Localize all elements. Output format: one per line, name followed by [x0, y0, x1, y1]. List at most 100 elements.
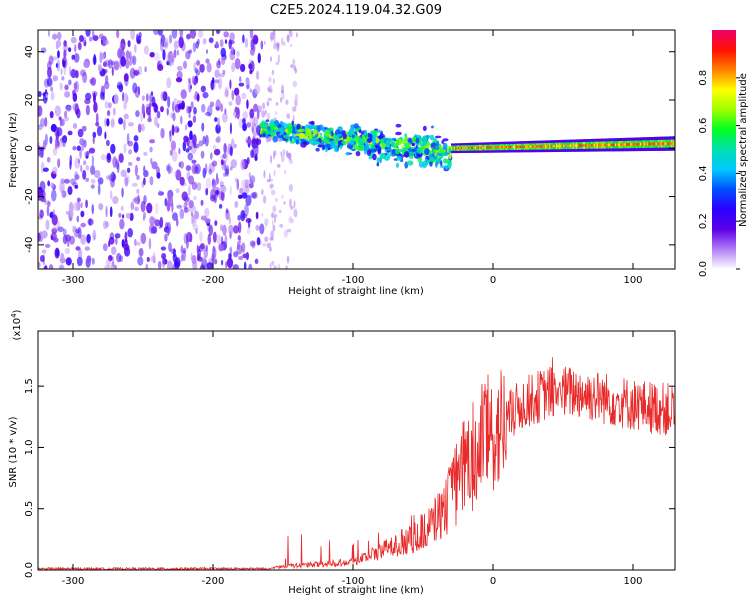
- spectral-blob: [391, 137, 397, 141]
- spectral-blob: [69, 209, 74, 218]
- spectral-blob: [104, 264, 111, 269]
- spectral-blob: [422, 141, 427, 146]
- spectral-blob: [209, 101, 215, 108]
- spectral-blob: [127, 140, 134, 147]
- spectral-blob: [108, 174, 112, 182]
- spectral-blob: [145, 93, 149, 102]
- spectral-blob: [249, 175, 256, 184]
- y-tick-label: 1.5: [24, 378, 35, 394]
- spectral-blob: [52, 208, 56, 216]
- spectral-blob: [292, 58, 296, 66]
- spectral-blob: [63, 43, 69, 52]
- spectral-blob: [176, 204, 183, 209]
- spectral-blob: [243, 261, 247, 269]
- spectral-blob: [64, 234, 72, 242]
- spectral-blob: [125, 58, 130, 69]
- spectral-line-core: [491, 146, 494, 149]
- spectral-blob: [145, 263, 149, 269]
- spectral-blob: [234, 143, 237, 149]
- spectral-line-core: [530, 145, 533, 148]
- spectral-blob: [80, 202, 83, 209]
- spectral-blob: [287, 125, 293, 133]
- spectral-blob: [171, 101, 175, 112]
- spectral-blob: [291, 218, 294, 224]
- spectral-blob: [192, 42, 197, 53]
- spectral-blob: [292, 106, 297, 112]
- spectral-blob: [68, 79, 72, 86]
- spectral-line-core: [577, 144, 579, 147]
- spectral-blob: [68, 65, 71, 76]
- spectral-blob: [229, 146, 233, 157]
- spectral-line-core: [596, 143, 599, 147]
- spectral-blob: [171, 150, 178, 162]
- spectral-blob: [175, 218, 179, 227]
- spectral-blob: [130, 30, 135, 40]
- spectral-blob: [110, 118, 115, 128]
- spectral-blob: [41, 230, 48, 239]
- spectral-line-core: [630, 143, 633, 146]
- spectral-blob: [132, 55, 137, 66]
- spectrogram-x-axis: -300 -200 -100 0 100: [62, 30, 643, 286]
- spectral-blob: [205, 177, 212, 189]
- spectral-blob: [104, 74, 109, 84]
- spectral-blob: [169, 55, 175, 63]
- spectral-blob: [256, 70, 260, 81]
- spectral-blob: [42, 167, 49, 172]
- colorbar-scale: [712, 30, 736, 269]
- spectral-blob: [303, 135, 310, 140]
- spectral-line-core: [459, 147, 462, 150]
- spectral-blob: [168, 242, 172, 252]
- spectral-line-core: [542, 145, 544, 148]
- spectral-line-core: [543, 145, 546, 148]
- spectral-blob: [274, 119, 280, 127]
- spectral-blob: [118, 84, 124, 93]
- spectral-blob: [90, 77, 97, 86]
- spectral-blob: [193, 166, 200, 174]
- spectral-line-core: [602, 143, 605, 147]
- spectral-blob: [287, 152, 291, 159]
- spectral-blob: [106, 175, 110, 180]
- spectral-line-core: [606, 143, 609, 147]
- spectral-blob: [160, 127, 165, 139]
- spectral-blob: [73, 201, 79, 211]
- spectral-blob: [107, 59, 113, 69]
- spectral-blob: [62, 137, 66, 148]
- spectral-blob: [321, 143, 325, 151]
- spectral-blob: [70, 68, 77, 79]
- spectral-blob: [85, 199, 88, 209]
- y-tick-label: 40: [24, 45, 35, 58]
- spectral-blob: [127, 40, 131, 48]
- spectral-blob: [88, 218, 92, 226]
- spectral-blob: [70, 36, 77, 44]
- spectral-blob: [143, 45, 149, 55]
- spectral-blob: [208, 37, 214, 44]
- spectral-blob: [40, 161, 45, 174]
- spectral-blob: [67, 185, 73, 196]
- spectral-blob: [116, 30, 120, 39]
- spectral-blob: [275, 102, 279, 106]
- spectral-blob: [176, 127, 180, 133]
- spectral-blob: [80, 69, 86, 77]
- spectral-blob: [228, 39, 232, 50]
- spectral-line-core: [672, 142, 675, 145]
- spectral-blob: [190, 252, 193, 261]
- spectral-blob: [222, 69, 226, 75]
- spectral-blob: [144, 66, 147, 73]
- spectral-blob: [158, 189, 161, 197]
- spectral-blob: [172, 112, 176, 122]
- spectral-blob: [362, 144, 370, 152]
- spectral-blob: [229, 122, 232, 135]
- spectral-blob: [82, 71, 88, 84]
- spectral-blob: [160, 91, 166, 101]
- spectral-blob: [46, 205, 50, 217]
- spectral-blob: [241, 63, 245, 71]
- spectral-blob: [157, 64, 164, 72]
- spectral-line-core: [668, 142, 670, 146]
- spectral-blob: [195, 59, 201, 66]
- spectral-blob: [434, 135, 442, 139]
- spectral-blob: [104, 81, 110, 90]
- colorbar: 0.0 0.2 0.4 0.6 0.8 Normalized spectral ampl…: [698, 30, 749, 277]
- spectral-line-core: [521, 145, 523, 148]
- spectral-blob: [112, 107, 116, 116]
- spectral-blob: [272, 135, 279, 143]
